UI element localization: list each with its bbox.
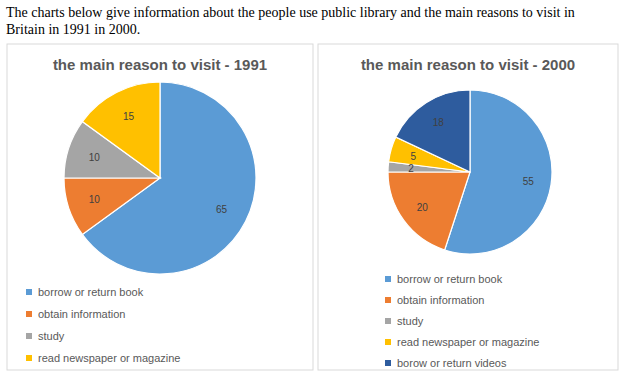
chart: the main reason to visit - 1991 65 10 10 15 b… [0,0,624,378]
chart-frame [318,44,618,370]
legend-swatch [26,311,32,317]
legend-label: obtain information [38,308,125,320]
data-label: 15 [123,111,135,122]
legend-label: read newspaper or magazine [397,336,539,348]
legend-label: read newspaper or magazine [38,352,180,364]
legend-label: study [397,315,424,327]
legend-swatch [385,297,391,303]
data-label: 5 [411,151,417,162]
legend-label: borrow or return book [38,286,144,298]
pie-slice [64,178,160,234]
data-label: 2 [408,163,414,174]
legend-swatch [385,360,391,366]
legend-label: obtain information [397,294,484,306]
data-label: 18 [433,117,445,128]
legend-label: borow or return videos [397,357,507,369]
data-label: 55 [523,176,535,187]
data-label: 10 [89,194,101,205]
legend-swatch [26,355,32,361]
chart-title: the main reason to visit - 1991 [53,56,267,73]
pie-slice [396,90,470,172]
chart-frame [7,44,313,370]
pie [388,90,552,254]
legend-swatch [385,318,391,324]
legend-label: study [38,330,65,342]
heading: The charts below give information about … [6,4,606,38]
legend-swatch [26,289,32,295]
pie [64,82,256,274]
legend-label: borrow or return book [397,273,503,285]
legend-swatch [26,333,32,339]
data-label: 65 [216,204,228,215]
pie-slice [388,172,470,250]
pie-slice [82,82,160,178]
legend-swatch [385,276,391,282]
legend-swatch [385,339,391,345]
chart-title: the main reason to visit - 2000 [361,56,575,73]
data-label: 10 [89,152,101,163]
data-label: 20 [417,202,429,213]
